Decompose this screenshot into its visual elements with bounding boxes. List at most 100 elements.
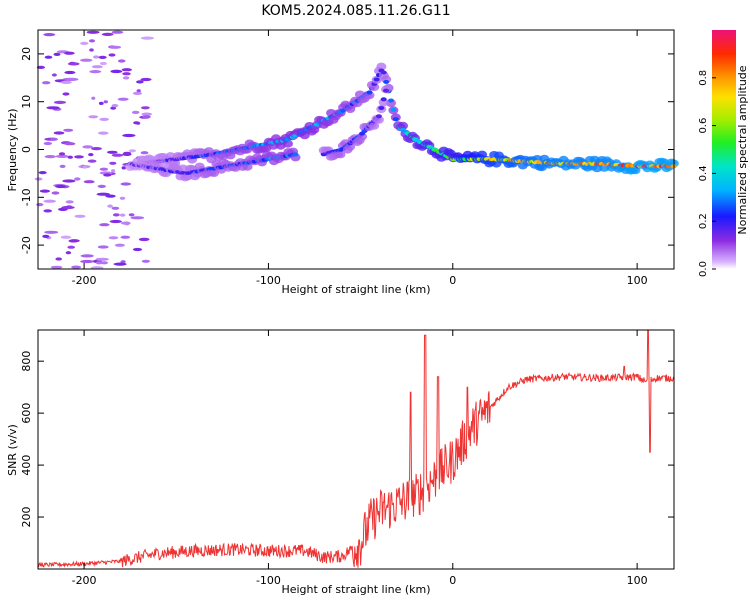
noise-blob — [83, 180, 95, 184]
noise-blob — [97, 184, 107, 188]
noise-blob — [91, 65, 103, 69]
noise-blob — [53, 52, 61, 57]
noise-blob — [142, 115, 151, 119]
noise-blob — [98, 55, 107, 60]
spectrogram-x-label: Height of straight line (km) — [281, 283, 430, 296]
noise-blob — [50, 265, 63, 269]
noise-blob — [91, 96, 96, 100]
noise-blob — [61, 205, 75, 210]
noise-blob — [119, 196, 126, 200]
ridge-halo — [369, 121, 380, 130]
x-tick-label: -200 — [72, 574, 97, 587]
noise-blob — [82, 165, 88, 169]
x-tick-label: 0 — [449, 574, 456, 587]
colorbar-tick-label: 0.8 — [698, 70, 709, 86]
noise-blob — [50, 137, 58, 141]
noise-blob — [140, 36, 154, 40]
colorbar-tick-label: 0.4 — [698, 165, 709, 181]
noise-blob — [71, 265, 82, 269]
noise-blob — [96, 192, 111, 196]
x-tick-label: 0 — [449, 274, 456, 287]
x-tick-label: 100 — [627, 574, 648, 587]
noise-blob — [141, 106, 150, 110]
noise-blob — [122, 76, 130, 80]
noise-blob — [43, 199, 56, 203]
noise-blob — [91, 147, 102, 151]
noise-blob — [89, 70, 102, 74]
noise-blob — [60, 80, 72, 84]
noise-blob — [59, 164, 66, 168]
noise-blob — [99, 223, 110, 227]
noise-blob — [113, 262, 127, 266]
snr-panel: -200 -100 0 100 200 400 600 800 Height of stra… — [6, 329, 675, 596]
noise-blob — [120, 260, 126, 264]
noise-blob — [111, 153, 124, 157]
noise-blob — [55, 257, 62, 261]
noise-blob — [44, 55, 53, 59]
ridge-halo — [335, 150, 346, 159]
noise-blob — [110, 106, 117, 110]
noise-blob — [111, 206, 120, 210]
noise-blob — [80, 259, 94, 264]
noise-blob — [141, 112, 152, 116]
noise-blob — [117, 59, 126, 63]
noise-blob — [109, 45, 122, 49]
colorbar-tick-label: 0.0 — [698, 261, 709, 277]
noise-blob — [117, 97, 129, 101]
ridge-cell — [390, 107, 397, 112]
spectrogram-x-ticks: -200 -100 0 100 — [72, 30, 648, 287]
noise-blob — [44, 230, 59, 234]
noise-blob — [51, 191, 60, 195]
noise-blob — [80, 58, 93, 62]
ridge-cell — [380, 97, 387, 102]
noise-blob — [99, 167, 109, 171]
noise-blob — [62, 92, 70, 96]
y-tick-label: 200 — [20, 507, 33, 528]
noise-blob — [108, 53, 116, 57]
y-tick-label: 10 — [20, 95, 33, 109]
noise-blob — [121, 68, 132, 72]
x-tick-label: 100 — [627, 274, 648, 287]
noise-blob — [124, 222, 130, 226]
noise-blob — [110, 69, 123, 74]
noise-blob — [103, 173, 112, 177]
noise-blob — [46, 106, 60, 110]
noise-blob — [107, 150, 118, 154]
ridge-halo — [398, 121, 408, 130]
noise-blob — [132, 247, 143, 252]
noise-blob — [36, 65, 46, 69]
noise-blob — [132, 91, 142, 95]
noise-blob — [114, 243, 125, 247]
y-tick-label: 0 — [20, 146, 33, 153]
noise-blob — [88, 115, 99, 119]
noise-blob — [111, 169, 116, 173]
ridge-cell — [375, 114, 382, 119]
noise-blob — [111, 104, 119, 108]
noise-blob — [108, 236, 119, 240]
noise-blob — [64, 142, 76, 146]
noise-blob — [141, 259, 150, 263]
noise-blob — [140, 151, 149, 155]
colorbar-tick-label: 0.2 — [698, 213, 709, 229]
noise-blob — [95, 257, 109, 261]
noise-blob — [101, 32, 114, 37]
noise-blob — [112, 213, 120, 217]
noise-blob — [109, 219, 122, 224]
colorbar: 0.0 0.2 0.4 0.6 0.8 Normalized spectral ampl… — [698, 30, 749, 277]
noise-blob — [123, 151, 132, 155]
noise-blob — [121, 166, 127, 170]
noise-blob — [99, 61, 107, 66]
ridge-cell — [378, 106, 385, 110]
noise-blob — [74, 214, 86, 218]
noise-blob — [67, 155, 74, 159]
noise-blob — [86, 30, 100, 34]
noise-blob — [55, 154, 69, 158]
noise-blob — [64, 51, 75, 55]
noise-blob — [136, 89, 141, 93]
noise-blob — [67, 245, 75, 249]
spectrogram-y-ticks: -20 -10 0 10 20 — [20, 47, 674, 254]
ridge-halo — [369, 83, 380, 92]
snr-series-line — [37, 329, 674, 568]
